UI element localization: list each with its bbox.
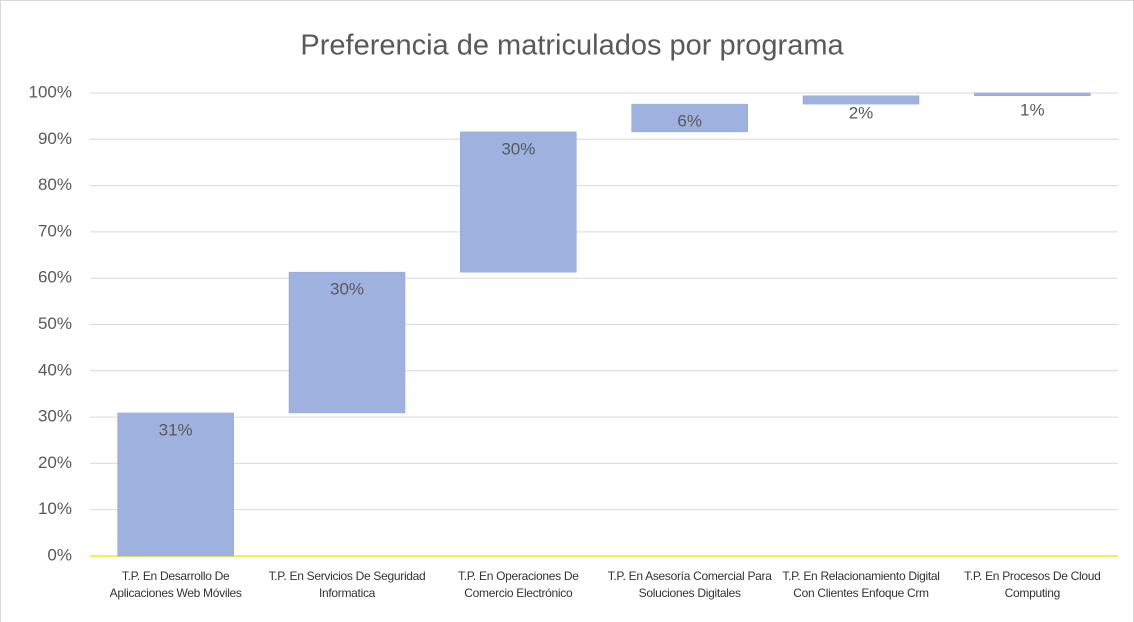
data-label: 2% — [849, 103, 874, 122]
x-tick-label: T.P. En Procesos De Cloud Computing — [964, 569, 1101, 600]
data-label: 30% — [501, 139, 535, 158]
x-tick-label: T.P. En Operaciones De Comercio Electrón… — [458, 569, 579, 600]
bar — [460, 131, 577, 273]
chart-title: Preferencia de matriculados por programa — [300, 30, 844, 62]
data-label: 1% — [1020, 100, 1045, 119]
y-tick-label: 40% — [38, 360, 72, 379]
y-tick-label: 30% — [38, 407, 72, 426]
y-tick-label: 0% — [47, 545, 72, 564]
bar — [117, 412, 234, 557]
y-tick-label: 20% — [38, 453, 72, 472]
y-tick-label: 50% — [38, 314, 72, 333]
x-tick-label: T.P. En Desarrollo De Aplicaciones Web M… — [109, 569, 242, 600]
x-tick-label: T.P. En Asesoría Comercial Para Solucion… — [607, 569, 772, 600]
bar — [631, 103, 748, 133]
data-label: 30% — [330, 280, 364, 299]
bar — [974, 92, 1091, 97]
x-tick-label: T.P. En Relacionamiento Digital Con Clie… — [782, 569, 940, 600]
y-tick-label: 60% — [38, 268, 72, 287]
data-label: 6% — [677, 112, 702, 131]
y-tick-label: 10% — [38, 499, 72, 518]
data-label: 31% — [159, 420, 193, 439]
y-tick-label: 90% — [38, 129, 72, 148]
y-tick-label: 100% — [29, 82, 72, 101]
y-tick-label: 80% — [38, 175, 72, 194]
y-tick-label: 70% — [38, 221, 72, 240]
bar — [802, 95, 920, 105]
x-tick-label: T.P. En Servicios De Seguridad Informati… — [268, 569, 426, 600]
bar — [288, 271, 406, 414]
